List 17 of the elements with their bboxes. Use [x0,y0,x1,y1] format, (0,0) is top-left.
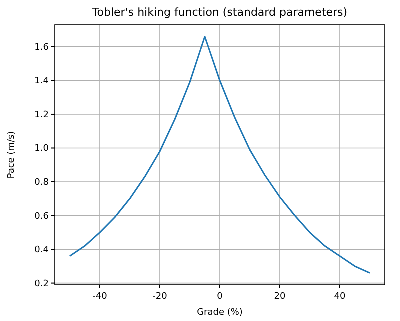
y-axis-title: Pace (m/s) [7,131,17,179]
x-tick-label: -20 [152,292,168,302]
line-series [69,36,371,274]
chart-title: Tobler's hiking function (standard parameters) [91,6,348,19]
y-tick-label: 1.0 [34,144,50,154]
x-axis-title: Grade (%) [197,308,243,318]
y-tick-label: 0.8 [34,178,50,188]
y-tick-label: 0.6 [34,212,50,222]
y-tick-label: 1.4 [34,76,50,87]
x-tick-label: 0 [217,292,224,302]
x-tick-label: 20 [274,292,286,302]
x-tick-label: -40 [92,292,108,302]
y-tick-label: 1.6 [34,42,50,53]
y-tick-label: 0.4 [34,246,50,256]
x-tick-label: 40 [334,292,346,302]
y-tick-label: 0.2 [34,279,49,290]
y-tick-label: 1.2 [34,110,49,120]
